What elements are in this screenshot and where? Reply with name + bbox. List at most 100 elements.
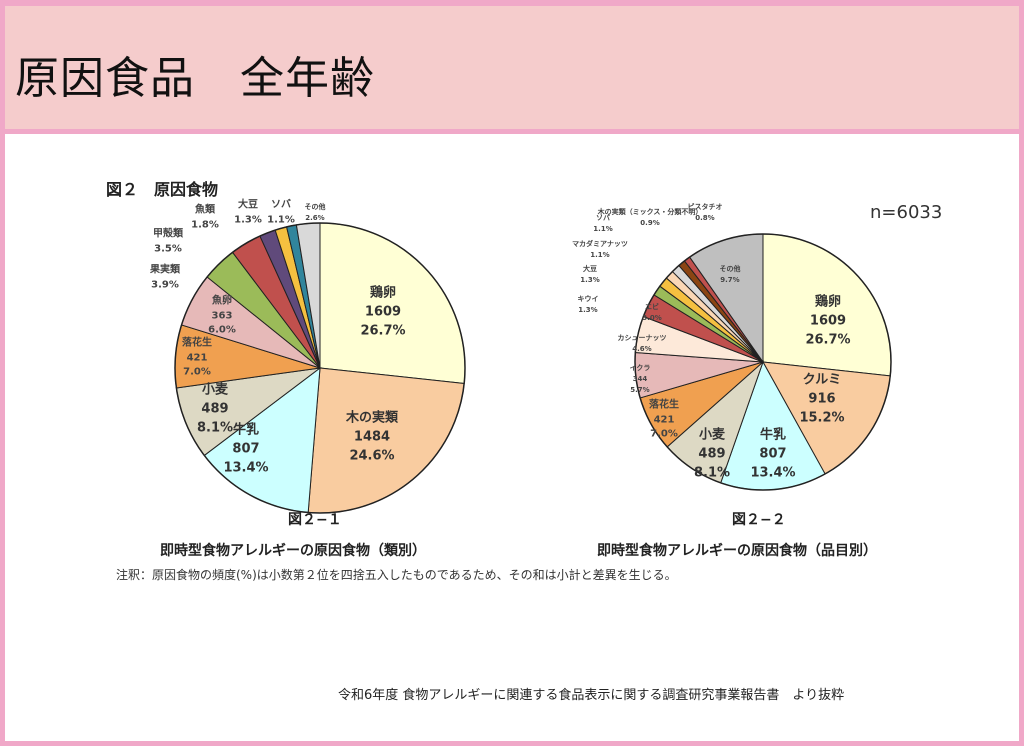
slice-label-pct: 8.1%	[196, 420, 234, 436]
slice-label-pct: 1.1%	[593, 225, 613, 233]
slice-label-pct: 0.9%	[640, 219, 660, 227]
footnote: 注釈：原因食物の頻度(%)は小数第２位を四捨五入したものであるため、その和は小計…	[116, 568, 677, 582]
slice-label-count: 489	[698, 446, 726, 462]
slice-label-name: 木の実類（ミックス・分類不明）	[597, 207, 703, 216]
slice-label-name: その他	[304, 202, 326, 211]
slice-label: ソバ 1.1%	[267, 199, 295, 228]
slice-label-count: 1609	[809, 313, 847, 329]
slice-label: 牛乳 807 13.4%	[750, 427, 795, 484]
slice-label: 小麦 489 8.1%	[694, 427, 730, 484]
slice-label: キウイ 1.3%	[578, 294, 599, 316]
slice-label-pct: 7.0%	[183, 366, 211, 378]
slice-label: 鶏卵 1609 26.7%	[360, 285, 405, 342]
slice-label-name: 木の実類	[345, 410, 399, 426]
slice-label: その他 2.6%	[305, 202, 326, 224]
slice-label-name: エビ	[644, 302, 659, 311]
slice-label: 魚卵 363 6.0%	[208, 294, 236, 338]
slice-label-count: 1609	[364, 304, 402, 320]
fig-2-1-label: 図２−１	[288, 512, 342, 528]
slice-label: カシューナッツ 4.6%	[618, 333, 667, 355]
slice-label-name: マカダミアナッツ	[572, 239, 628, 248]
slice-label-name: 牛乳	[232, 422, 260, 438]
slide-header: 原因食品 全年齢	[5, 6, 1019, 134]
slice-label-pct: 3.5%	[154, 243, 182, 254]
slice-label-name: ソバ	[595, 213, 610, 222]
slice-label-name: ピスタチオ	[687, 202, 723, 211]
slice-label-name: キウイ	[577, 294, 599, 303]
slice-label-pct: 3.0%	[642, 314, 662, 322]
slice-label: その他 9.7%	[720, 264, 741, 286]
pie-outline	[634, 233, 892, 491]
slice-label-count: 363	[211, 309, 233, 321]
slice-label-name: 大豆	[237, 199, 258, 211]
slice-label-pct: 26.7%	[805, 332, 851, 348]
slice-label-count: 807	[759, 446, 787, 462]
source-citation: 令和6年度 食物アレルギーに関連する食品表示に関する調査研究事業報告書 より抜粋	[338, 688, 845, 703]
slice-label-name: イクラ	[629, 364, 651, 373]
fig-2-2-label: 図２−２	[732, 512, 786, 528]
slice-label-name: カシューナッツ	[617, 333, 667, 342]
slice-label: マカダミアナッツ 1.1%	[572, 239, 628, 261]
slice-label-pct: 2.6%	[305, 214, 325, 222]
slice-label: エビ 3.0%	[642, 302, 661, 324]
slice-label-count: 489	[201, 401, 229, 417]
slice-label-pct: 1.1%	[590, 251, 610, 259]
slice-label-name: 小麦	[698, 427, 725, 443]
slice-label-pct: 3.9%	[151, 279, 179, 290]
slice-label-pct: 13.4%	[223, 460, 269, 476]
slice-label-count: 807	[232, 441, 260, 457]
slice-label-name: 牛乳	[759, 427, 787, 443]
slice-label-pct: 24.6%	[349, 448, 395, 464]
slice-label-name: その他	[719, 264, 741, 273]
slice-label-pct: 4.6%	[632, 345, 652, 353]
slice-label-name: 大豆	[582, 264, 597, 273]
slice-label-name: 小麦	[201, 382, 228, 398]
slice-label-pct: 0.8%	[695, 214, 715, 222]
slice-label-count: 421	[186, 351, 208, 363]
slice-label: 木の実類 1484 24.6%	[346, 410, 398, 467]
slice-label: クルミ 916 15.2%	[799, 372, 844, 429]
pie-outline	[174, 222, 466, 514]
slice-label: ピスタチオ 0.8%	[688, 202, 723, 224]
slice-label-count: 344	[632, 375, 648, 384]
slice-label-pct: 13.4%	[750, 465, 796, 481]
slice-label: イクラ 344 5.7%	[630, 363, 651, 397]
slide-title: 原因食品 全年齢	[15, 53, 375, 104]
slice-label-name: 魚類	[194, 204, 215, 216]
slice-label-pct: 1.8%	[191, 219, 219, 230]
slice-label-name: 甲殻類	[153, 228, 183, 240]
slice-label: 果実類 3.9%	[150, 264, 180, 293]
slice-label: 小麦 489 8.1%	[197, 382, 233, 439]
slice-label-pct: 9.7%	[720, 276, 740, 284]
slice-label-pct: 1.3%	[580, 276, 600, 284]
slice-label-name: 落花生	[182, 337, 212, 349]
slice-label-pct: 1.3%	[578, 306, 598, 314]
slice-label-count: 421	[653, 413, 675, 425]
slice-label-name: 鶏卵	[369, 285, 397, 301]
figure-heading: 図２ 原因食物	[106, 180, 219, 199]
slice-label-name: 果実類	[150, 264, 180, 276]
slice-label: 落花生 421 7.0%	[182, 336, 212, 380]
slice-label: 落花生 421 7.0%	[649, 398, 679, 442]
slice-label-pct: 7.0%	[650, 428, 678, 440]
slice-label: ソバ 1.1%	[593, 213, 612, 235]
slice-label-pct: 1.1%	[267, 214, 295, 225]
fig-2-2-title: 即時型食物アレルギーの原因食物（品目別）	[597, 543, 877, 559]
slice-label-name: 鶏卵	[814, 294, 842, 310]
slice-label: 牛乳 807 13.4%	[223, 422, 268, 479]
slice-label-pct: 15.2%	[799, 410, 845, 426]
slice-label-name: ソバ	[270, 199, 291, 211]
slice-label: 魚類 1.8%	[191, 204, 219, 233]
slice-label-pct: 1.3%	[234, 214, 262, 225]
slice-label-pct: 5.7%	[630, 386, 650, 395]
slice-label-name: クルミ	[802, 372, 842, 388]
slice-label: 大豆 1.3%	[580, 264, 599, 286]
slice-label-pct: 8.1%	[693, 465, 731, 481]
slice-label: 鶏卵 1609 26.7%	[805, 294, 850, 351]
slice-label-name: 魚卵	[211, 295, 232, 307]
slice-label: 甲殻類 3.5%	[153, 228, 183, 257]
slice-label: 大豆 1.3%	[234, 199, 262, 228]
slice-label: 木の実類（ミックス・分類不明） 0.9%	[598, 207, 703, 229]
